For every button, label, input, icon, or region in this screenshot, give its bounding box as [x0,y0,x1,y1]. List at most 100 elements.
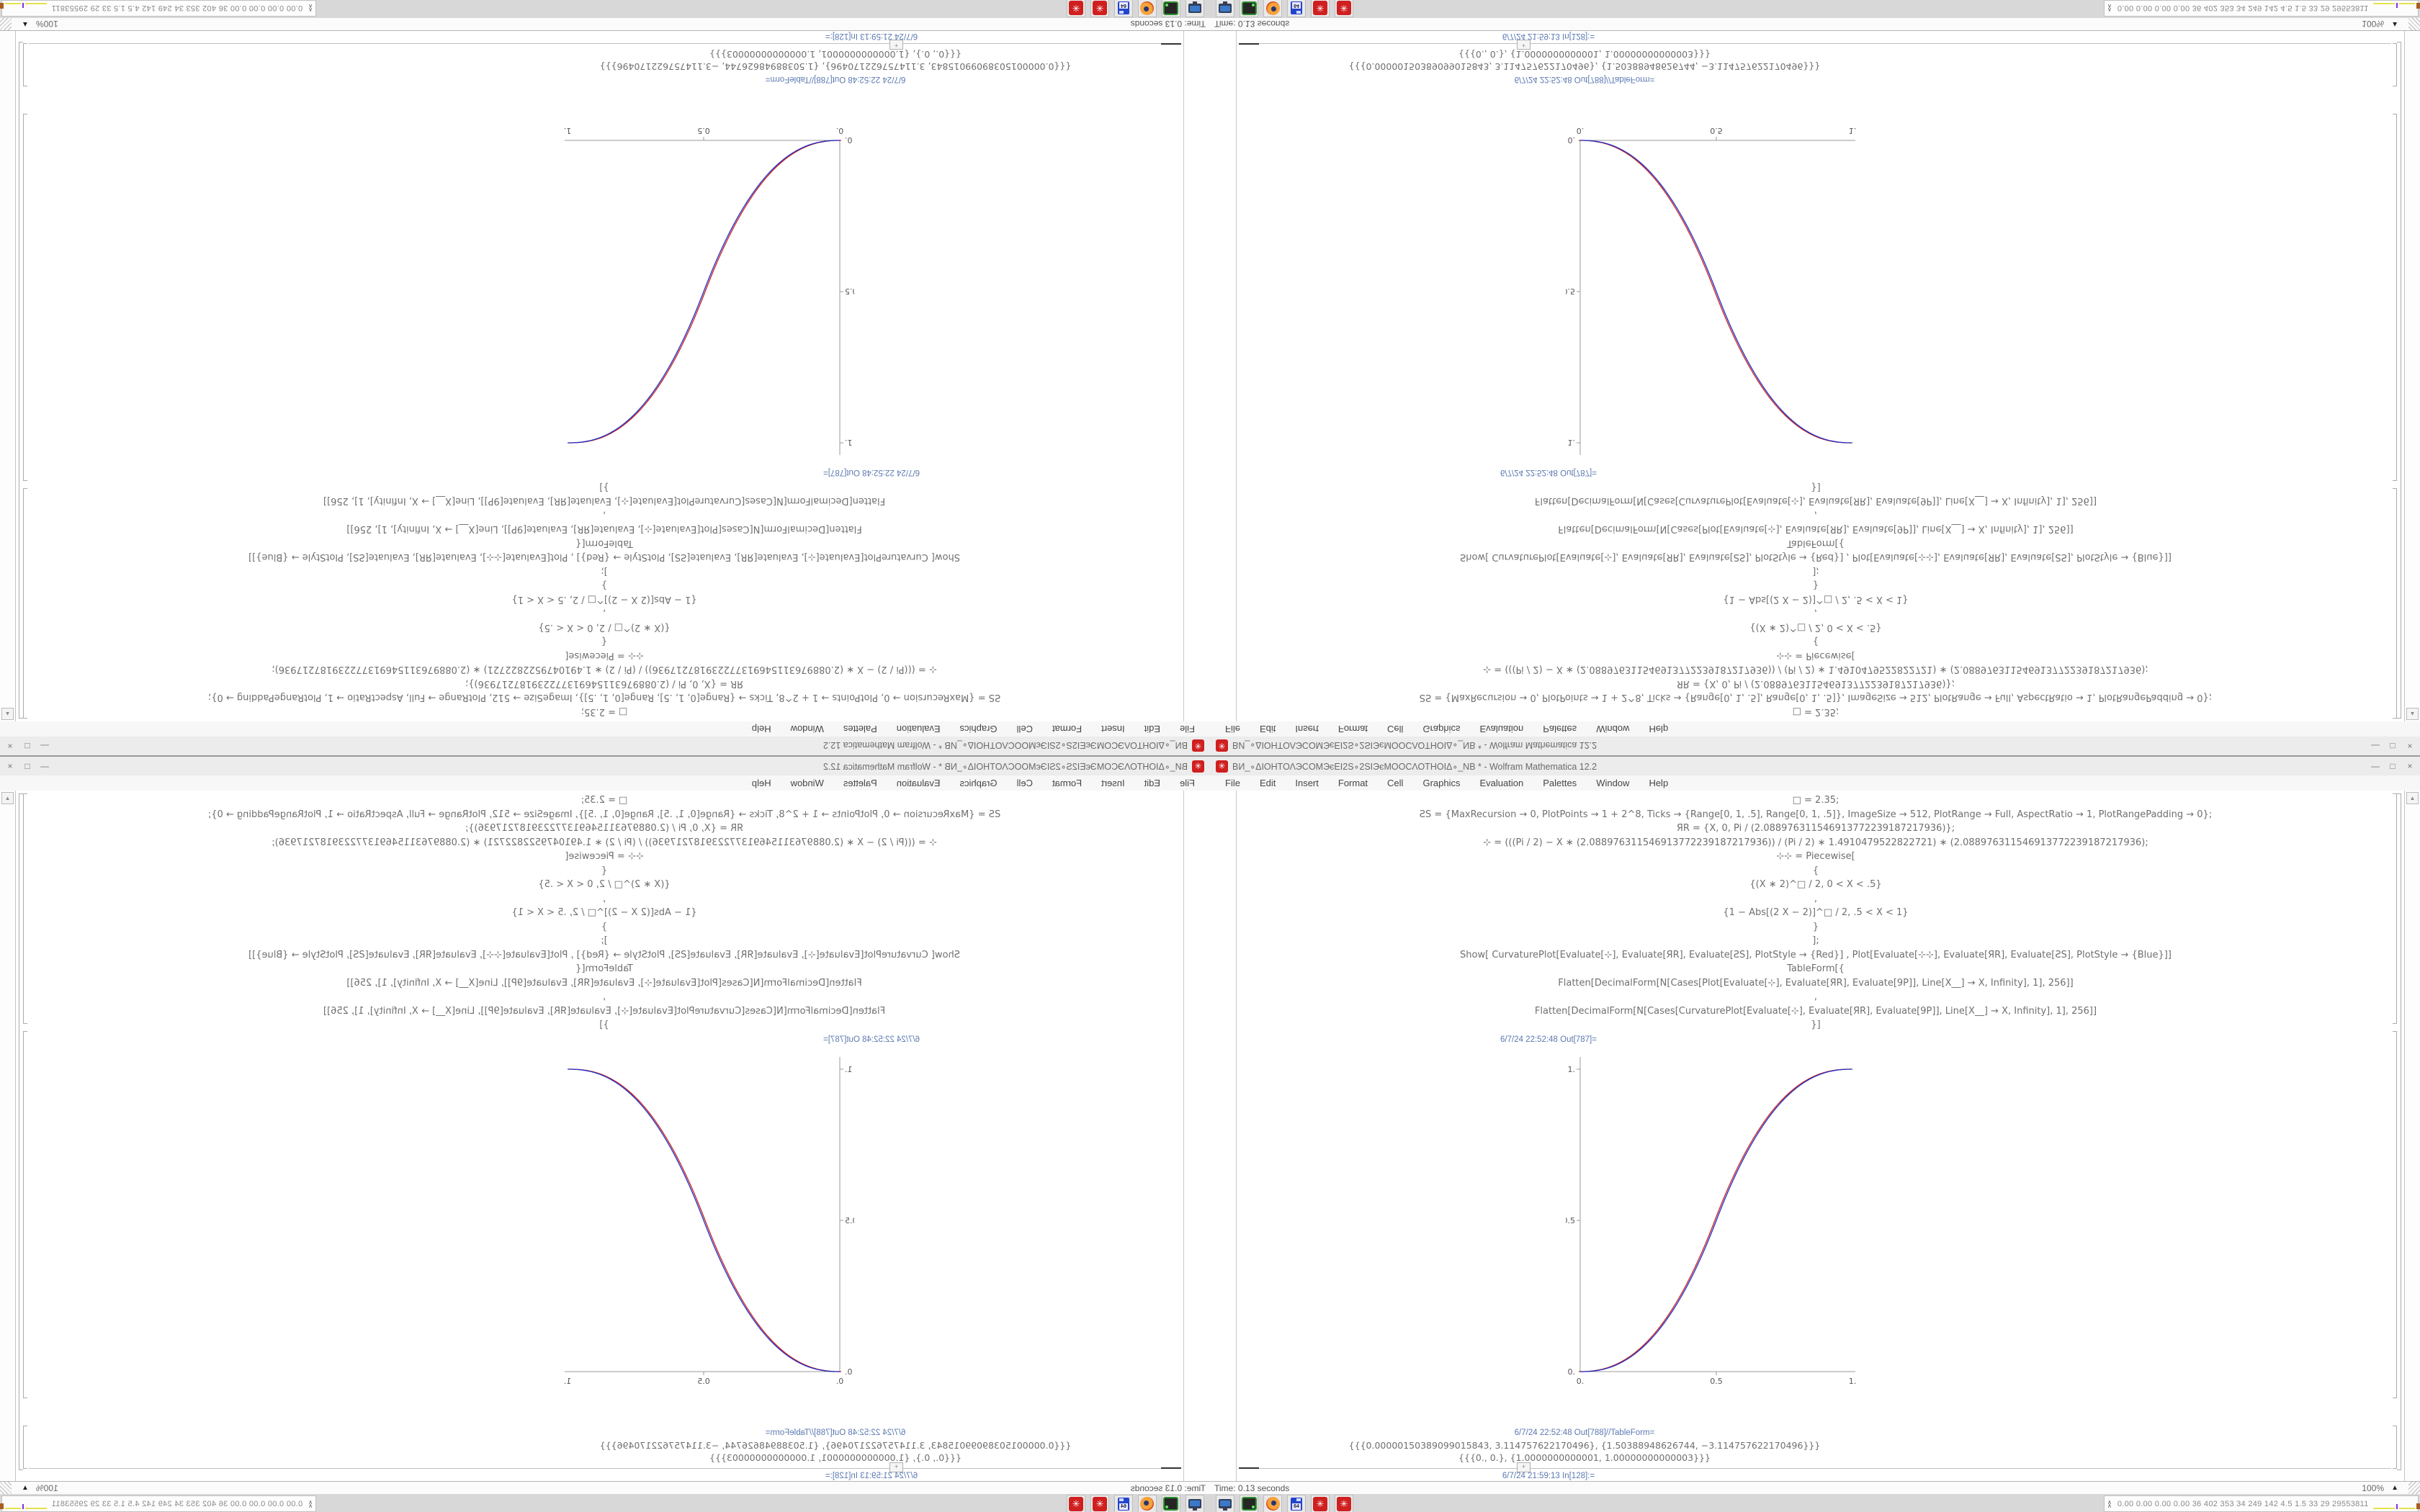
scroll-up-icon[interactable]: ▲ [1,792,14,804]
firefox-icon[interactable] [1138,0,1157,17]
menu-evaluation[interactable]: Evaluation [896,778,941,788]
window-titlebar[interactable]: ✳ ВИ_∘ΔΙΟΗΤΟΛЭСΟΜЭєЕΙ2S∘2SΙЭєΜΟΟСΛΟΤΗΟΙΔ… [0,756,1210,776]
menu-window[interactable]: Window [790,778,824,788]
gear-red-icon[interactable]: ✳ [1090,1495,1109,1512]
menu-palettes[interactable]: Palettes [1543,778,1577,788]
green-device-icon[interactable] [1240,1495,1258,1512]
menu-evaluation[interactable]: Evaluation [896,724,941,734]
minimize-button[interactable]: — [2371,761,2380,771]
background-notebook-sliver[interactable] [1183,791,1210,1481]
input-cell-code[interactable]: □ = 2.35; ƧS = {MaxRecursion → 0, PlotPo… [1236,793,2396,1032]
floppy-64-icon[interactable]: 64 [1114,0,1133,17]
tray-chevron-icon[interactable]: ∧ ∧ [2107,3,2112,14]
magnification-control[interactable]: 100% [2362,1483,2384,1493]
menu-format[interactable]: Format [1337,724,1368,734]
maximize-button[interactable]: □ [2390,741,2396,751]
cell-insertion-line[interactable] [1253,1468,2391,1469]
vertical-scrollbar[interactable]: ▲ [0,791,16,1481]
insert-cell-button[interactable]: + [889,1462,903,1472]
scroll-up-icon[interactable]: ▲ [2406,792,2419,804]
gear-red-icon[interactable]: ✳ [1335,1495,1353,1512]
menu-edit[interactable]: Edit [1259,778,1276,788]
menu-file[interactable]: File [1225,724,1240,734]
magnification-control[interactable]: 100% [2362,19,2384,29]
screenshot-tool-icon[interactable] [1186,0,1204,17]
menu-format[interactable]: Format [1052,724,1083,734]
menu-graphics[interactable]: Graphics [1422,778,1461,788]
menu-edit[interactable]: Edit [1259,724,1276,734]
input-cell-code[interactable]: □ = 2.35; ƧS = {MaxRecursion → 0, PlotPo… [1236,480,2396,719]
cell-insertion-line[interactable] [1253,43,2391,44]
vertical-scrollbar[interactable]: ▲ [2404,31,2420,721]
gear-red-icon[interactable]: ✳ [1067,0,1085,17]
menu-help[interactable]: Help [751,724,771,734]
gear-red-icon[interactable]: ✳ [1067,1495,1085,1512]
menu-palettes[interactable]: Palettes [843,724,877,734]
scroll-up-icon[interactable]: ▲ [1,708,14,720]
menu-window[interactable]: Window [1596,724,1630,734]
insert-cell-button[interactable]: + [1517,40,1531,50]
menu-window[interactable]: Window [1596,778,1630,788]
menu-evaluation[interactable]: Evaluation [1479,778,1524,788]
gear-red-icon[interactable]: ✳ [1311,1495,1330,1512]
cell-insertion-line[interactable] [29,1468,1167,1469]
menu-help[interactable]: Help [1649,778,1669,788]
maximize-button[interactable]: □ [2390,761,2396,771]
menu-cell[interactable]: Cell [1016,778,1033,788]
background-notebook-sliver[interactable] [1210,31,1237,721]
menu-format[interactable]: Format [1052,778,1083,788]
resize-grip[interactable] [0,17,12,30]
background-notebook-sliver[interactable] [1183,31,1210,721]
menu-palettes[interactable]: Palettes [843,778,877,788]
menu-file[interactable]: File [1225,778,1240,788]
menu-insert[interactable]: Insert [1295,724,1319,734]
insert-cell-button[interactable]: + [1517,1462,1531,1472]
background-notebook-sliver[interactable] [1210,791,1237,1481]
menu-edit[interactable]: Edit [1144,778,1161,788]
resize-grip[interactable] [2408,17,2420,30]
close-button[interactable]: × [2407,761,2413,771]
window-titlebar[interactable]: ✳ ВИ_∘ΔΙΟΗΤΟΛЭСΟΜЭєЕΙ2S∘2SΙЭєΜΟΟСΛΟΤΗΟΙΔ… [0,736,1210,756]
menu-help[interactable]: Help [1649,724,1669,734]
screenshot-tool-icon[interactable] [1216,0,1234,17]
menu-file[interactable]: File [1180,778,1195,788]
resize-grip[interactable] [0,1482,12,1495]
menu-insert[interactable]: Insert [1101,778,1125,788]
gear-red-icon[interactable]: ✳ [1311,0,1330,17]
input-cell-code[interactable]: □ = 2.35; ƧS = {MaxRecursion → 0, PlotPo… [24,480,1184,719]
maximize-button[interactable]: □ [24,761,30,771]
window-titlebar[interactable]: ✳ ВИ_∘ΔΙΟΗΤΟΛЭСΟΜЭєЕΙ2S∘2SΙЭєΜΟΟСΛΟΤΗΟΙΔ… [1210,756,2420,776]
menu-cell[interactable]: Cell [1387,724,1404,734]
menu-graphics[interactable]: Graphics [1422,724,1461,734]
gear-red-icon[interactable]: ✳ [1335,0,1353,17]
menu-palettes[interactable]: Palettes [1543,724,1577,734]
magnification-arrow-icon[interactable]: ▲ [22,1484,29,1492]
minimize-button[interactable]: — [40,741,49,751]
magnification-arrow-icon[interactable]: ▲ [22,20,29,28]
gear-red-icon[interactable]: ✳ [1090,0,1109,17]
magnification-control[interactable]: 100% [36,1483,58,1493]
menu-edit[interactable]: Edit [1144,724,1161,734]
screenshot-tool-icon[interactable] [1186,1495,1204,1512]
close-button[interactable]: × [7,741,13,751]
magnification-arrow-icon[interactable]: ▲ [2391,20,2398,28]
scroll-up-icon[interactable]: ▲ [2406,708,2419,720]
green-device-icon[interactable] [1162,0,1180,17]
input-cell-code[interactable]: □ = 2.35; ƧS = {MaxRecursion → 0, PlotPo… [24,793,1184,1032]
menu-graphics[interactable]: Graphics [959,778,998,788]
floppy-64-icon[interactable]: 64 [1287,0,1306,17]
tray-chevron-icon[interactable]: ∧ ∧ [308,1498,313,1509]
vertical-scrollbar[interactable]: ▲ [2404,791,2420,1481]
minimize-button[interactable]: — [40,761,49,771]
menu-cell[interactable]: Cell [1016,724,1033,734]
menu-file[interactable]: File [1180,724,1195,734]
screenshot-tool-icon[interactable] [1216,1495,1234,1512]
menu-insert[interactable]: Insert [1101,724,1125,734]
floppy-64-icon[interactable]: 64 [1114,1495,1133,1512]
window-titlebar[interactable]: ✳ ВИ_∘ΔΙΟΗΤΟΛЭСΟΜЭєЕΙ2S∘2SΙЭєΜΟΟСΛΟΤΗΟΙΔ… [1210,736,2420,756]
menu-insert[interactable]: Insert [1295,778,1319,788]
resize-grip[interactable] [2408,1482,2420,1495]
cell-insertion-line[interactable] [29,43,1167,44]
tray-chevron-icon[interactable]: ∧ ∧ [308,3,313,14]
tray-chevron-icon[interactable]: ∧ ∧ [2107,1498,2112,1509]
